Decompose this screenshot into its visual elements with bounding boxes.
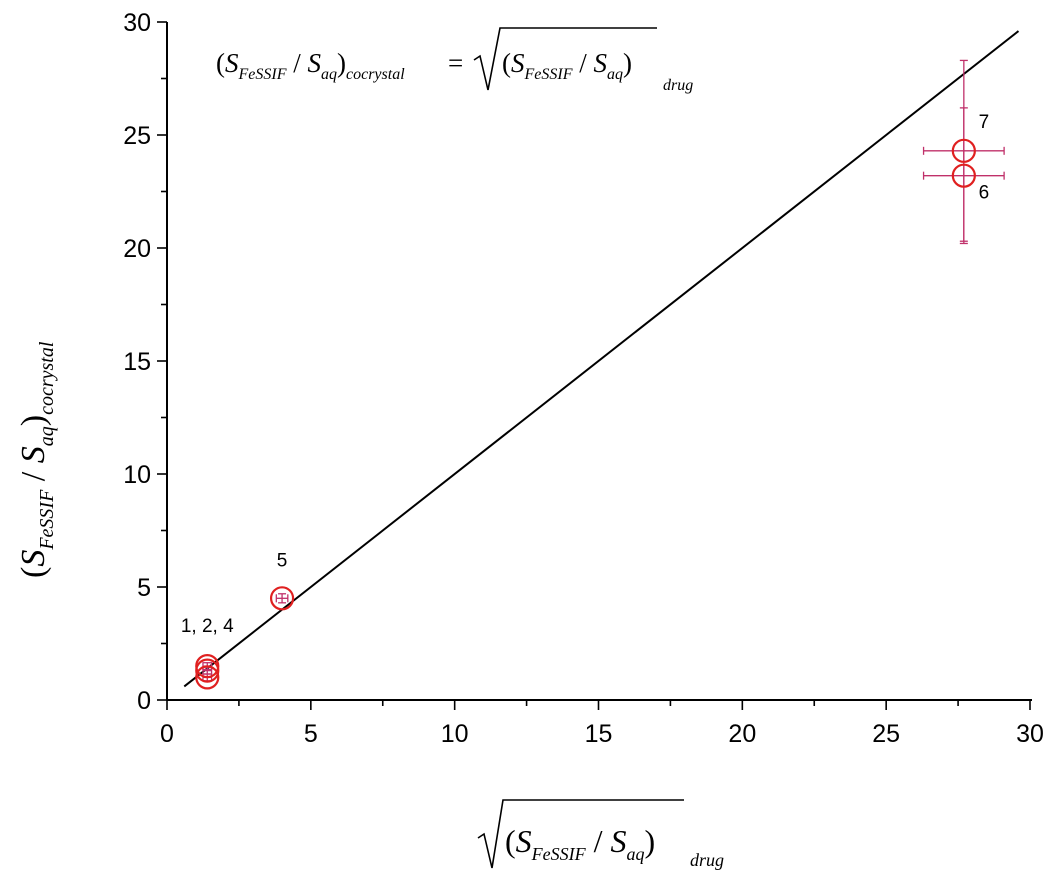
data-point [195, 653, 220, 679]
y-tick-label: 20 [123, 235, 151, 263]
x-tick-label: 25 [872, 720, 900, 748]
point-label: 1, 2, 4 [181, 616, 234, 637]
axis-ticks [157, 21, 1031, 710]
data-points [195, 138, 976, 690]
x-axis-label: (SFeSSIF / Saq) drug [477, 799, 724, 870]
data-point [195, 665, 220, 690]
point-label: 6 [979, 182, 990, 203]
y-tick-label: 30 [123, 9, 151, 37]
equation-sqrt-sign [473, 27, 657, 91]
x-tick-label: 30 [1016, 720, 1044, 748]
x-tick-label: 0 [160, 720, 174, 748]
y-axis-label: (SFeSSIF / Saq)cocrystal [15, 341, 58, 578]
tick-labels: 0 5 10 15 20 25 30 0 5 10 15 20 25 30 [123, 9, 1044, 748]
x-tick-label: 20 [728, 720, 756, 748]
x-label-sqrt-sign [477, 799, 684, 869]
equation-rhs-subscript: drug [663, 77, 693, 94]
point-label: 7 [979, 112, 990, 133]
data-point [951, 163, 976, 188]
y-label-text: (SFeSSIF / Saq)cocrystal [15, 341, 58, 578]
y-tick-label: 0 [137, 687, 151, 715]
equation-rhs: (SFeSSIF / Saq) [502, 48, 632, 83]
x-tick-label: 5 [304, 720, 318, 748]
data-point [951, 138, 976, 163]
y-tick-label: 5 [137, 574, 151, 602]
point-labels: 1, 2, 4 5 7 6 [181, 112, 989, 637]
data-point [269, 586, 295, 611]
x-tick-label: 10 [441, 720, 469, 748]
y-tick-label: 15 [123, 348, 151, 376]
equation-equals: = [448, 48, 463, 78]
x-label-subscript: drug [690, 850, 724, 870]
equation-lhs: (SFeSSIF / Saq)cocrystal [216, 48, 405, 83]
x-tick-label: 15 [585, 720, 613, 748]
equation-annotation: (SFeSSIF / Saq)cocrystal = (SFeSSIF / Sa… [216, 27, 693, 94]
x-label-text: (SFeSSIF / Saq) [505, 823, 655, 864]
y-tick-label: 10 [123, 461, 151, 489]
point-label: 5 [277, 551, 288, 572]
error-bars [202, 59, 1005, 682]
y-tick-label: 25 [123, 122, 151, 150]
reference-line [183, 30, 1020, 688]
